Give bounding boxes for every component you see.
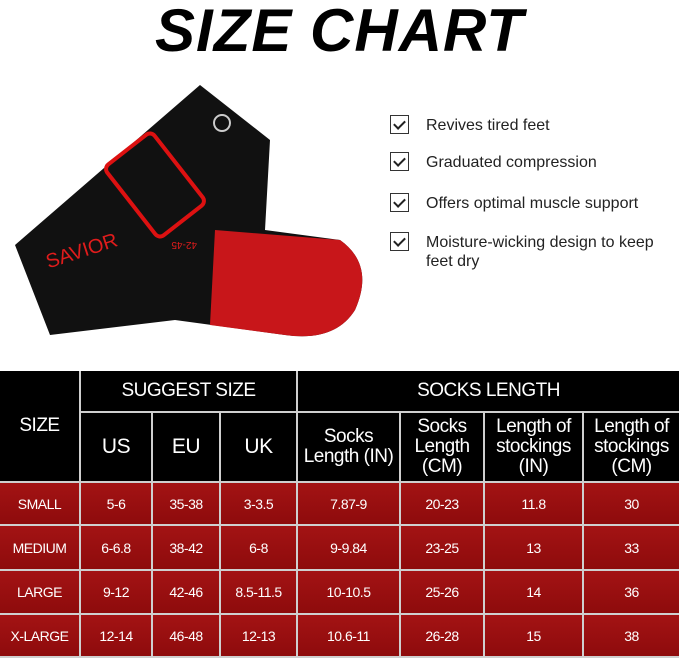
table-cell: 46-48 (151, 613, 221, 658)
table-cell: 23-25 (399, 524, 485, 571)
column-header: Length of stockings (CM) (582, 411, 679, 483)
table-cell: 10.6-11 (296, 613, 401, 658)
column-header: Socks Length (IN) (296, 411, 401, 483)
size-name-cell: X-LARGE (0, 613, 81, 658)
checkbox-icon (390, 232, 409, 251)
table-cell: 13 (483, 524, 584, 571)
table-cell: 6-6.8 (79, 524, 153, 571)
table-cell: 12-14 (79, 613, 153, 658)
checkbox-icon (390, 193, 409, 212)
table-cell: 12-13 (219, 613, 298, 658)
sock-product-image: SAVIOR 42-45 (15, 85, 363, 337)
table-cell: 42-46 (151, 569, 221, 615)
table-cell: 35-38 (151, 481, 221, 526)
sock-size-text: 42-45 (171, 239, 197, 250)
feature-item: Moisture-wicking design to keep feet dry (390, 232, 675, 271)
socks-length-header: SOCKS LENGTH (296, 371, 679, 413)
checkbox-icon (390, 115, 409, 134)
table-cell: 7.87-9 (296, 481, 401, 526)
table-cell: 8.5-11.5 (219, 569, 298, 615)
column-header: Length of stockings (IN) (483, 411, 584, 483)
feature-text: Revives tired feet (426, 117, 550, 134)
table-row: X-LARGE 12-14 46-48 12-13 10.6-11 26-28 15 38 (0, 613, 679, 658)
column-header: UK (219, 411, 298, 483)
suggest-size-header: SUGGEST SIZE (79, 371, 298, 413)
table-cell: 9-9.84 (296, 524, 401, 571)
table-cell: 9-12 (79, 569, 153, 615)
table-cell: 38-42 (151, 524, 221, 571)
table-row: LARGE 9-12 42-46 8.5-11.5 10-10.5 25-26 14 36 (0, 569, 679, 615)
table-cell: 15 (483, 613, 584, 658)
table-row: MEDIUM 6-6.8 38-42 6-8 9-9.84 23-25 13 33 (0, 524, 679, 571)
feature-text: Offers optimal muscle support (426, 195, 639, 212)
feature-item: Offers optimal muscle support (390, 193, 675, 213)
table-cell: 38 (582, 613, 679, 658)
table-row: SMALL 5-6 35-38 3-3.5 7.87-9 20-23 11.8 30 (0, 481, 679, 526)
table-cell: 10-10.5 (296, 569, 401, 615)
feature-text: Moisture-wicking design to keep feet dry (426, 234, 654, 270)
size-name-cell: SMALL (0, 481, 81, 526)
table-cell: 30 (582, 481, 679, 526)
table-cell: 3-3.5 (219, 481, 298, 526)
column-header: US (80, 411, 153, 483)
table-cell: 5-6 (79, 481, 153, 526)
size-name-cell: LARGE (0, 569, 81, 615)
table-cell: 25-26 (399, 569, 485, 615)
column-header: EU (151, 411, 221, 483)
feature-text: Graduated compression (426, 154, 597, 171)
table-cell: 6-8 (219, 524, 298, 571)
size-header: SIZE (0, 371, 81, 483)
table-cell: 11.8 (483, 481, 584, 526)
table-cell: 33 (582, 524, 679, 571)
size-chart-table: SIZE SUGGEST SIZE SOCKS LENGTH US EU UK Soc… (0, 371, 679, 658)
page-title: SIZE CHART (155, 0, 524, 64)
checkbox-icon (390, 152, 409, 171)
table-cell: 36 (582, 569, 679, 615)
table-cell: 20-23 (399, 481, 485, 526)
size-name-cell: MEDIUM (0, 524, 81, 571)
feature-item: Graduated compression (390, 152, 675, 172)
table-cell: 26-28 (399, 613, 485, 658)
table-cell: 14 (483, 569, 584, 615)
feature-item: Revives tired feet (390, 115, 675, 135)
column-header: Socks Length (CM) (399, 411, 485, 483)
